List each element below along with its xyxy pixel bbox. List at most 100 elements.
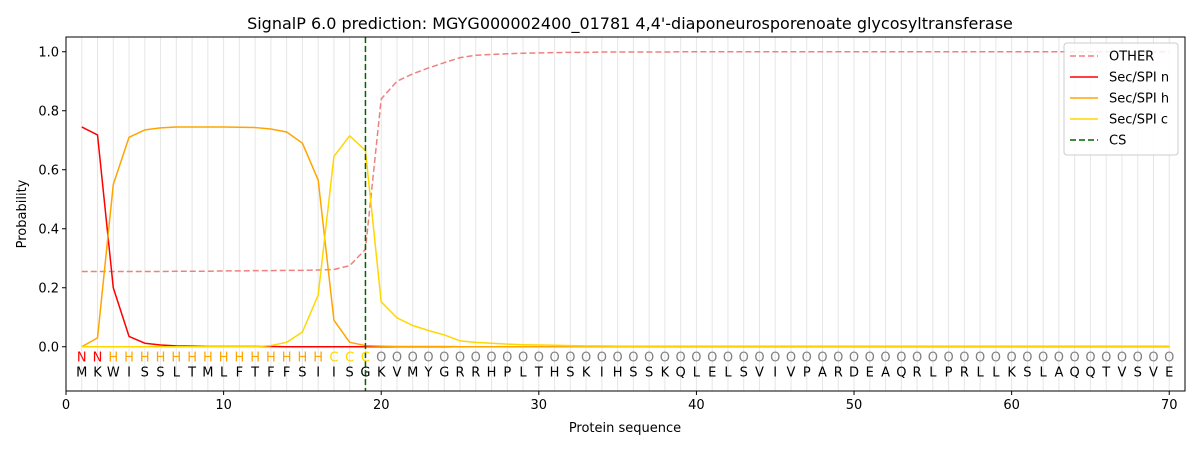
residue-letter: L [929,365,937,380]
residue-letter: I [332,365,336,380]
residue-letter: Y [424,365,433,380]
grid-lines [81,37,1170,391]
region-label: O [376,351,386,366]
residue-letter: I [316,365,320,380]
region-label: H [313,351,323,366]
region-label: C [345,351,354,366]
residue-letter: T [187,365,196,380]
region-label: O [486,351,496,366]
region-label: O [455,351,465,366]
residue-letter: K [93,365,102,380]
residue-letter: S [346,365,354,380]
series-line-sec-spi-c [81,135,1170,348]
region-label: O [928,351,938,366]
residue-letter: S [1023,365,1031,380]
residue-letter: S [740,365,748,380]
y-axis-ticks: 0.0 0.2 0.4 0.6 0.8 1.0 [38,45,66,355]
residue-letter: L [976,365,984,380]
region-label: O [739,351,749,366]
residue-letter: K [1007,365,1016,380]
region-label: O [802,351,812,366]
region-label: H [234,351,244,366]
x-tick-label: 50 [846,398,863,413]
region-label: C [329,351,338,366]
legend-label: CS [1109,134,1126,149]
region-label: O [959,351,969,366]
residue-letter: I [773,365,777,380]
residue-letter: M [76,365,87,380]
region-label: O [912,351,922,366]
region-label: O [392,351,402,366]
residue-letter: I [127,365,131,380]
legend-label: Sec/SPI n [1109,71,1169,86]
x-tick-label: 30 [531,398,548,413]
residue-letter: E [866,365,874,380]
x-tick-label: 60 [1003,398,1020,413]
residue-letter: K [661,365,670,380]
y-tick-label: 0.0 [38,340,59,355]
region-label: O [502,351,512,366]
series-line-sec-spi-n [81,126,1170,348]
region-label: O [691,351,701,366]
region-label: N [93,351,103,366]
residue-letter: L [1040,365,1048,380]
region-label: O [754,351,764,366]
residue-letter: K [377,365,386,380]
residue-letter: L [693,365,701,380]
region-label: H [266,351,276,366]
residue-letter: K [582,365,591,380]
y-tick-label: 0.6 [38,163,59,178]
residue-letter: H [613,365,623,380]
y-tick-label: 0.8 [38,104,59,119]
residue-letter: D [849,365,859,380]
plot-frame [65,36,1186,392]
region-label: O [1054,351,1064,366]
region-label: O [1148,351,1158,366]
x-tick-label: 70 [1161,398,1178,413]
region-label: C [361,351,370,366]
residue-letter: V [787,365,796,380]
region-label: O [660,351,670,366]
x-axis-label: Protein sequence [569,421,681,436]
residue-letter: W [107,365,120,380]
region-label: O [1070,351,1080,366]
residue-letter: I [600,365,604,380]
residue-letter: T [534,365,543,380]
region-label: O [975,351,985,366]
residue-letter: Q [676,365,686,380]
residue-letter: H [550,365,560,380]
region-label: O [549,351,559,366]
region-label: O [833,351,843,366]
region-label: H [298,351,308,366]
series-lines [81,51,1170,348]
region-label: O [770,351,780,366]
residue-letter: M [407,365,418,380]
residue-letter: L [173,365,181,380]
residue-letter: V [755,365,764,380]
residue-letter: V [393,365,402,380]
residue-letter: A [881,365,890,380]
series-line-other [81,51,1170,273]
residue-letter: L [992,365,1000,380]
residue-letter: S [156,365,164,380]
y-axis-label: Probability [15,179,30,248]
chart-title: SignalP 6.0 prediction: MGYG000002400_01… [247,14,1013,34]
region-label: O [644,351,654,366]
residue-letter: R [834,365,843,380]
y-tick-label: 0.4 [38,222,59,237]
region-label: O [471,351,481,366]
x-tick-label: 0 [62,398,70,413]
residue-letter: E [708,365,716,380]
region-label: O [865,351,875,366]
residue-letter: S [645,365,653,380]
residue-letter: S [298,365,306,380]
residue-letter: L [724,365,732,380]
x-tick-label: 20 [373,398,390,413]
region-label: O [786,351,796,366]
region-label: O [597,351,607,366]
residue-letter: T [1101,365,1110,380]
residue-letter: A [1054,365,1063,380]
region-label: O [1164,351,1174,366]
region-label: O [613,351,623,366]
